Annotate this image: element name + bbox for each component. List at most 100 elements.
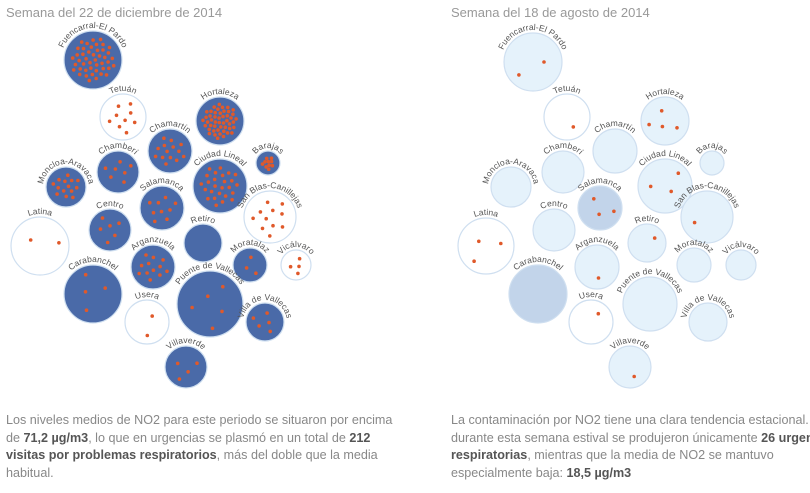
visit-dot <box>113 233 117 238</box>
visit-dot <box>207 127 211 132</box>
visit-dot <box>173 201 178 206</box>
visit-dot <box>212 105 216 109</box>
district-salamanca: Salamanca <box>138 175 187 231</box>
no2-value: 71,2 µg/m3 <box>23 430 89 445</box>
visit-dot <box>101 42 105 47</box>
visit-dot <box>647 122 651 127</box>
visit-dot <box>146 261 151 266</box>
visit-dot <box>76 178 80 183</box>
visit-dot <box>111 63 116 68</box>
visit-dot <box>137 271 141 276</box>
district-hortaleza: Hortaleza <box>195 86 245 146</box>
visit-dot <box>204 115 208 120</box>
visit-dot <box>75 53 79 57</box>
visit-dot <box>227 122 232 126</box>
visit-dot <box>113 167 118 171</box>
district-puente-de-vallecas: Puente de Vallecas <box>615 266 685 332</box>
visit-dot <box>227 185 231 190</box>
visit-dot <box>78 67 82 71</box>
visit-dot <box>269 156 274 160</box>
visit-dot <box>145 271 149 275</box>
visit-dot <box>297 264 301 269</box>
visit-dot <box>151 210 156 215</box>
visit-dot <box>88 60 92 65</box>
visit-dot <box>209 109 213 114</box>
visit-dot <box>177 377 182 381</box>
district-bubble <box>124 299 170 345</box>
visit-dot <box>288 264 293 269</box>
visit-dot <box>268 234 272 238</box>
visit-dot <box>76 46 80 51</box>
district-carabanchel: Carabanchel <box>63 254 123 324</box>
visit-dot <box>220 309 224 314</box>
visit-dot <box>213 110 217 115</box>
visit-dot <box>499 241 503 246</box>
visit-dot <box>153 219 157 224</box>
district-bubble <box>503 32 563 92</box>
district-villaverde: Villaverde <box>164 335 208 389</box>
district-bubble <box>568 299 614 345</box>
visit-dot <box>61 189 66 193</box>
visit-dot <box>207 167 212 171</box>
visit-dot <box>205 110 209 114</box>
visit-dot <box>101 48 105 52</box>
visit-dot <box>156 200 161 205</box>
visit-dot <box>280 212 284 216</box>
visit-dot <box>254 271 258 276</box>
visit-dot <box>151 255 156 260</box>
visit-dot <box>83 272 88 277</box>
visit-dot <box>81 62 86 66</box>
visit-dot <box>213 184 217 188</box>
visit-dot <box>212 177 217 182</box>
district-ciudad-lineal: Ciudad Lineal <box>191 148 249 214</box>
visit-dot <box>94 68 99 73</box>
visit-dot <box>217 102 222 107</box>
visit-dot <box>222 109 226 113</box>
district-fuencarral-el-pardo: Fuencarral-El Pardo <box>56 20 130 90</box>
visit-dot <box>66 173 70 177</box>
visit-dot <box>592 197 596 201</box>
district-bubble <box>99 93 147 141</box>
district-label: Chamberí <box>96 140 141 157</box>
visit-dot <box>150 314 154 318</box>
district-fuencarral-el-pardo: Fuencarral-El Pardo <box>496 22 570 92</box>
visit-dot <box>692 220 697 225</box>
district-centro: Centro <box>532 198 576 252</box>
visit-dot <box>266 167 271 171</box>
visit-dot <box>107 45 112 50</box>
visit-dot <box>231 112 235 116</box>
panel-description: Los niveles medios de NO2 para este peri… <box>6 413 393 480</box>
visit-dot <box>201 118 205 123</box>
visit-dot <box>123 118 127 123</box>
visit-dot <box>632 374 636 379</box>
district-chamartin: Chamartín <box>592 118 638 174</box>
visit-dot <box>220 105 225 110</box>
district-bubble <box>63 264 123 324</box>
visit-dot <box>268 329 273 334</box>
district-label: Tetuán <box>551 83 582 96</box>
district-latina: Latina <box>10 206 70 276</box>
visit-dot <box>66 184 71 189</box>
visit-dot <box>216 107 220 111</box>
visit-dot <box>517 73 521 77</box>
visit-dot <box>89 66 93 70</box>
district-tetuan: Tetuán <box>543 83 591 141</box>
visit-dot <box>95 48 100 53</box>
visit-dot <box>93 58 98 62</box>
district-bubble <box>622 276 678 332</box>
district-bubble <box>627 223 667 263</box>
district-barajas: Barajas <box>250 140 286 176</box>
district-chamartin: Chamartín <box>147 118 193 174</box>
visit-dot <box>214 203 218 208</box>
panel-description: La contaminación por NO2 tiene una clara… <box>451 412 810 482</box>
visit-dot <box>98 227 103 231</box>
visit-dot <box>174 158 179 163</box>
visit-dot <box>230 179 234 183</box>
visit-dot <box>596 311 601 316</box>
district-bubble <box>88 208 132 252</box>
visit-dot <box>160 155 165 160</box>
district-bubble <box>139 185 185 231</box>
visit-dot <box>221 134 226 139</box>
visit-dot <box>151 268 156 273</box>
visit-dot <box>212 196 217 201</box>
